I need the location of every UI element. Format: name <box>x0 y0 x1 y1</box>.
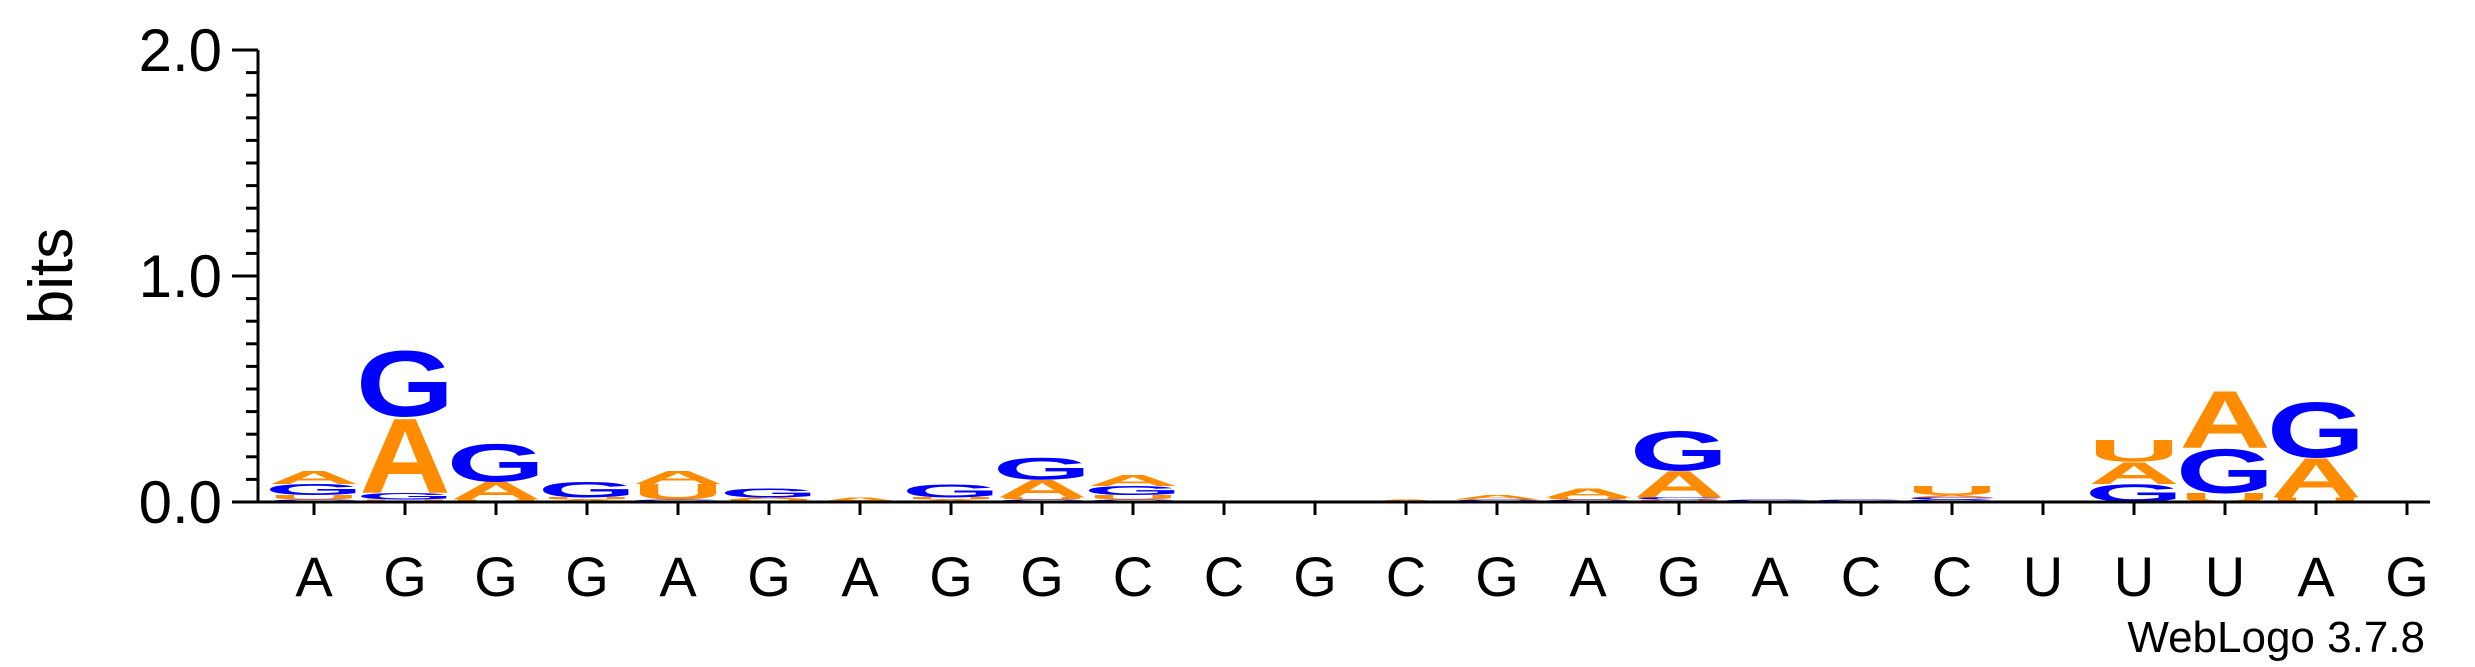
logo-letter-a: A <box>2088 456 2179 491</box>
logo-letter-c: C <box>1906 497 1997 501</box>
x-tick-label: G <box>383 545 427 608</box>
x-tick-label: G <box>474 545 518 608</box>
x-tick-label: C <box>1204 545 1244 608</box>
logo-letter-g: G <box>356 491 454 502</box>
y-axis-label: bits <box>17 228 86 324</box>
logo-letter-g: G <box>356 331 454 437</box>
x-tick-label: A <box>295 545 333 608</box>
logo-letter-a: A <box>2270 446 2361 509</box>
logo-letter-a: A <box>1633 464 1724 506</box>
x-tick-label: C <box>1386 545 1426 608</box>
x-tick-label: A <box>1751 545 1789 608</box>
x-tick-label: A <box>1569 545 1607 608</box>
logo-letter-u: U <box>268 494 359 501</box>
logo-letter-a: A <box>359 396 450 515</box>
x-tick-label: G <box>1020 545 1064 608</box>
logo-letter-u: U <box>2088 433 2179 468</box>
x-tick-label: C <box>1841 545 1881 608</box>
logo-letter-g: G <box>265 481 363 499</box>
logo-letter-a: A <box>1087 472 1178 490</box>
logo-letter-g: G <box>538 478 636 502</box>
x-tick-label: G <box>1293 545 1337 608</box>
logo-letter-g: G <box>720 486 818 500</box>
logo-stacks: CUGAUGAGUAGAUGGUAUAGAAUGCUAGCUGAACACUAUC… <box>265 331 2365 516</box>
logo-letter-u: U <box>1906 484 1997 498</box>
logo-letter-g: G <box>447 433 545 493</box>
logo-letter-a: A <box>723 497 814 501</box>
logo-letter-a: A <box>814 496 905 503</box>
x-tick-label: G <box>2385 545 2429 608</box>
logo-letter-u: U <box>1087 494 1178 501</box>
logo-letter-a: A <box>632 467 723 488</box>
x-tick-label: G <box>747 545 791 608</box>
x-tick-label: G <box>1657 545 1701 608</box>
logo-letter-a: A <box>996 475 1087 503</box>
y-tick-label: 0.0 <box>139 469 222 536</box>
logo-letter-u: U <box>2270 496 2361 503</box>
y-axis-ticks: 0.0 1.0 2.0 <box>139 17 258 536</box>
x-tick-label: A <box>841 545 879 608</box>
logo-letter-a: A <box>1542 486 1633 500</box>
logo-letter-a: A <box>1451 494 1542 501</box>
x-tick-label: G <box>1475 545 1519 608</box>
logo-letter-g: G <box>1084 484 1182 498</box>
x-tick-label: U <box>2023 545 2063 608</box>
weblogo-version: WebLogo 3.7.8 <box>2127 613 2425 662</box>
y-tick-label: 1.0 <box>139 243 222 310</box>
logo-letter-a: A <box>2179 374 2270 465</box>
x-tick-label: C <box>1113 545 1153 608</box>
x-tick-label: G <box>929 545 973 608</box>
logo-letter-a: A <box>268 467 359 488</box>
x-tick-label: A <box>2297 545 2335 608</box>
logo-letter-u: U <box>541 497 632 501</box>
logo-letter-u: U <box>996 497 1087 501</box>
logo-letter-u: U <box>1542 497 1633 501</box>
x-tick-label: A <box>659 545 697 608</box>
x-tick-label: U <box>2114 545 2154 608</box>
logo-letter-u: U <box>905 497 996 501</box>
logo-letter-a: A <box>1906 495 1997 499</box>
x-tick-label: G <box>565 545 609 608</box>
y-tick-label: 2.0 <box>139 17 222 84</box>
logo-letter-g: G <box>2267 387 2365 474</box>
logo-letter-c: C <box>1633 497 1724 501</box>
logo-letter-g: G <box>1630 419 1728 482</box>
logo-letter-g: G <box>993 451 1091 486</box>
x-tick-label: U <box>2205 545 2245 608</box>
logo-letter-g: G <box>2176 437 2274 507</box>
x-tick-label: C <box>1932 545 1972 608</box>
logo-letter-g: G <box>902 481 1000 502</box>
